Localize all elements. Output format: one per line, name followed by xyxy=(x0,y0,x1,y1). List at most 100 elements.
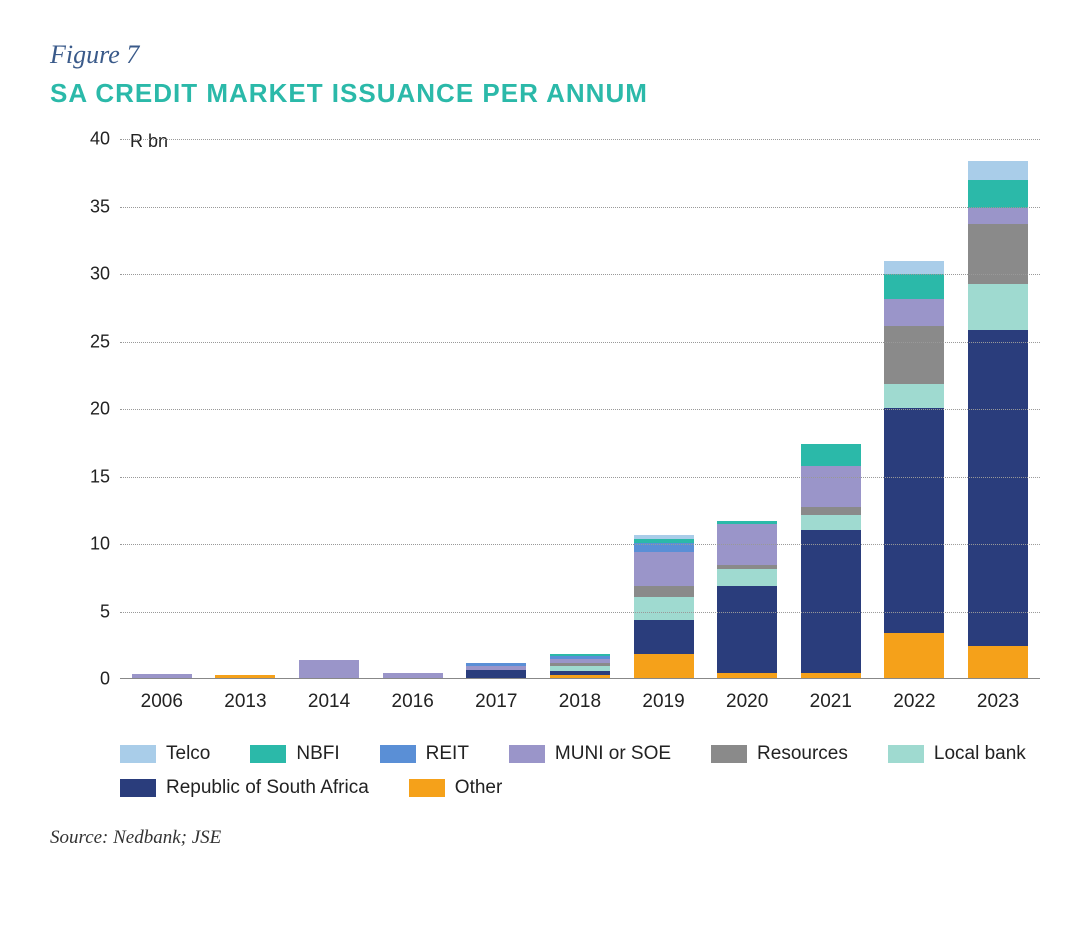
gridline xyxy=(120,612,1040,613)
figure-label: Figure 7 xyxy=(50,40,1037,70)
bar-group xyxy=(299,660,359,678)
bar-group xyxy=(801,444,861,678)
bar-group xyxy=(466,663,526,678)
legend-label: Telco xyxy=(166,743,210,765)
gridline xyxy=(120,342,1040,343)
legend-item-muni_soe: MUNI or SOE xyxy=(509,743,671,765)
bar-segment-rsa xyxy=(884,408,944,633)
legend-item-telco: Telco xyxy=(120,743,210,765)
legend-item-nbfi: NBFI xyxy=(250,743,339,765)
x-tick-label: 2020 xyxy=(717,691,777,713)
chart-container: R bn 0510152025303540 200620132014201620… xyxy=(60,139,1040,799)
bar-segment-rsa xyxy=(801,530,861,673)
y-tick-label: 20 xyxy=(70,399,110,420)
legend-swatch xyxy=(120,779,156,797)
x-tick-label: 2016 xyxy=(383,691,443,713)
legend-swatch xyxy=(711,745,747,763)
bar-group xyxy=(634,535,694,678)
bar-segment-muni_soe xyxy=(801,466,861,507)
y-tick-label: 25 xyxy=(70,331,110,352)
bar-segment-other xyxy=(717,673,777,678)
bar-segment-nbfi xyxy=(801,444,861,466)
bar-segment-telco xyxy=(884,261,944,275)
gridline xyxy=(120,544,1040,545)
legend-swatch xyxy=(120,745,156,763)
legend-swatch xyxy=(250,745,286,763)
x-tick-label: 2018 xyxy=(550,691,610,713)
bar-group xyxy=(215,675,275,678)
bar-segment-local_bank xyxy=(634,597,694,620)
y-tick-label: 40 xyxy=(70,129,110,150)
bar-segment-other xyxy=(215,675,275,678)
gridline xyxy=(120,477,1040,478)
chart-title: SA CREDIT MARKET ISSUANCE PER ANNUM xyxy=(50,78,1037,109)
legend-label: Other xyxy=(455,777,503,799)
x-tick-label: 2017 xyxy=(466,691,526,713)
bar-group xyxy=(132,674,192,678)
y-tick-label: 5 xyxy=(70,601,110,622)
x-tick-label: 2022 xyxy=(884,691,944,713)
bar-segment-muni_soe xyxy=(968,208,1028,224)
bar-group xyxy=(884,261,944,678)
y-tick-label: 15 xyxy=(70,466,110,487)
gridline xyxy=(120,139,1040,140)
bar-segment-muni_soe xyxy=(299,660,359,678)
x-tick-label: 2013 xyxy=(215,691,275,713)
bar-segment-muni_soe xyxy=(132,674,192,678)
source-line: Source: Nedbank; JSE xyxy=(50,827,1037,849)
bar-group xyxy=(550,654,610,678)
bar-segment-other xyxy=(884,633,944,678)
legend-label: Republic of South Africa xyxy=(166,777,369,799)
bar-segment-resources xyxy=(801,507,861,515)
legend-item-reit: REIT xyxy=(380,743,469,765)
bar-segment-rsa xyxy=(968,330,1028,646)
legend: Telco NBFI REIT MUNI or SOE Resources Local b… xyxy=(120,743,1040,799)
legend-swatch xyxy=(409,779,445,797)
x-axis-labels: 2006 2013 2014 2016 2017 2018 2019 2020 2021 2022… xyxy=(120,691,1040,713)
legend-label: REIT xyxy=(426,743,469,765)
bar-segment-local_bank xyxy=(717,569,777,587)
legend-item-other: Other xyxy=(409,777,503,799)
bar-segment-muni_soe xyxy=(634,552,694,586)
bar-segment-nbfi xyxy=(968,180,1028,208)
bar-segment-other xyxy=(968,646,1028,678)
bar-segment-resources xyxy=(634,586,694,597)
y-tick-label: 30 xyxy=(70,264,110,285)
bar-group xyxy=(383,673,443,678)
legend-swatch xyxy=(888,745,924,763)
bar-segment-local_bank xyxy=(884,384,944,408)
x-tick-label: 2014 xyxy=(299,691,359,713)
x-tick-label: 2019 xyxy=(634,691,694,713)
bar-segment-local_bank xyxy=(801,515,861,530)
gridline xyxy=(120,409,1040,410)
legend-label: NBFI xyxy=(296,743,339,765)
legend-label: MUNI or SOE xyxy=(555,743,671,765)
legend-swatch xyxy=(380,745,416,763)
bar-segment-other xyxy=(634,654,694,678)
gridline xyxy=(120,207,1040,208)
bar-segment-other xyxy=(550,675,610,678)
bar-segment-other xyxy=(801,673,861,678)
x-tick-label: 2006 xyxy=(132,691,192,713)
gridline xyxy=(120,274,1040,275)
legend-label: Local bank xyxy=(934,743,1026,765)
legend-item-local_bank: Local bank xyxy=(888,743,1026,765)
plot-area: 0510152025303540 xyxy=(120,139,1040,679)
x-tick-label: 2023 xyxy=(968,691,1028,713)
y-tick-label: 0 xyxy=(70,669,110,690)
bar-segment-resources xyxy=(884,326,944,384)
bar-segment-rsa xyxy=(634,620,694,654)
bar-segment-local_bank xyxy=(968,284,1028,330)
x-tick-label: 2021 xyxy=(801,691,861,713)
bar-segment-rsa xyxy=(466,670,526,678)
legend-swatch xyxy=(509,745,545,763)
bar-segment-rsa xyxy=(717,586,777,672)
y-tick-label: 35 xyxy=(70,196,110,217)
legend-item-rsa: Republic of South Africa xyxy=(120,777,369,799)
bar-segment-telco xyxy=(968,161,1028,180)
legend-item-resources: Resources xyxy=(711,743,848,765)
legend-label: Resources xyxy=(757,743,848,765)
y-tick-label: 10 xyxy=(70,534,110,555)
bar-group xyxy=(968,161,1028,678)
bar-segment-nbfi xyxy=(884,274,944,298)
